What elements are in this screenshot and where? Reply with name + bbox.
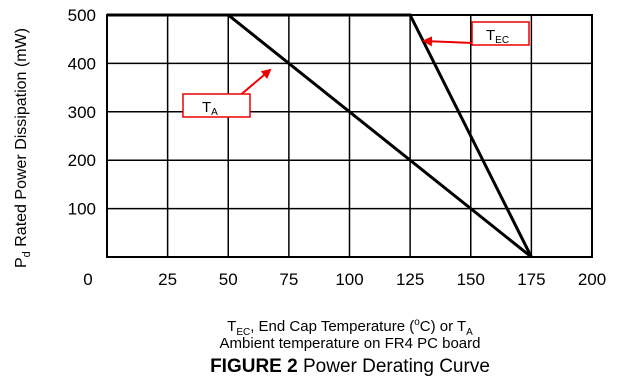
x-tick-label: 0	[83, 270, 92, 289]
y-tick-label: 400	[68, 54, 96, 73]
x-tick-labels: 0 25 50 75 100 125 150 175 200	[83, 270, 606, 289]
svg-text:TA: TA	[202, 99, 218, 118]
x-tick-label: 75	[279, 270, 298, 289]
x-tick-label: 125	[396, 270, 424, 289]
figure-caption: FIGURE 2 Power Derating Curve	[210, 356, 490, 377]
y-tick-label: 100	[68, 200, 96, 219]
tec-label-box	[471, 21, 530, 46]
series-line-ta	[107, 13, 533, 259]
power-derating-chart: 0 25 50 75 100 125 150 175 200 100 200 300 400 500 P…	[13, 6, 606, 289]
x-tick-label: 150	[457, 270, 485, 289]
ta-label-box	[182, 93, 251, 118]
y-tick-label: 300	[68, 103, 96, 122]
x-tick-label: 200	[578, 270, 606, 289]
tec-arrow	[422, 36, 474, 47]
y-axis-label: Pd Rated Power Dissipation (mW)	[13, 28, 33, 268]
series-lines	[107, 13, 533, 259]
y-tick-label: 500	[68, 6, 96, 25]
series-label-ta: TA	[182, 68, 272, 118]
svg-text:TEC: TEC	[486, 27, 509, 46]
x-axis-label: TEC, End Cap Temperature (oC) or TA	[227, 317, 473, 338]
x-axis-label-line2: Ambient temperature on FR4 PC board	[219, 335, 481, 352]
x-tick-label: 50	[219, 270, 238, 289]
ta-label: T	[202, 99, 211, 116]
tec-label: T	[486, 27, 495, 44]
ta-arrow	[237, 68, 272, 98]
grid-lines	[106, 14, 593, 258]
y-tick-label: 200	[68, 151, 96, 170]
series-label-tec: TEC	[422, 21, 530, 47]
x-tick-label: 175	[517, 270, 545, 289]
y-tick-labels: 100 200 300 400 500	[68, 6, 96, 219]
series-line-tec	[107, 13, 533, 258]
x-tick-label: 100	[335, 270, 363, 289]
x-tick-label: 25	[158, 270, 177, 289]
